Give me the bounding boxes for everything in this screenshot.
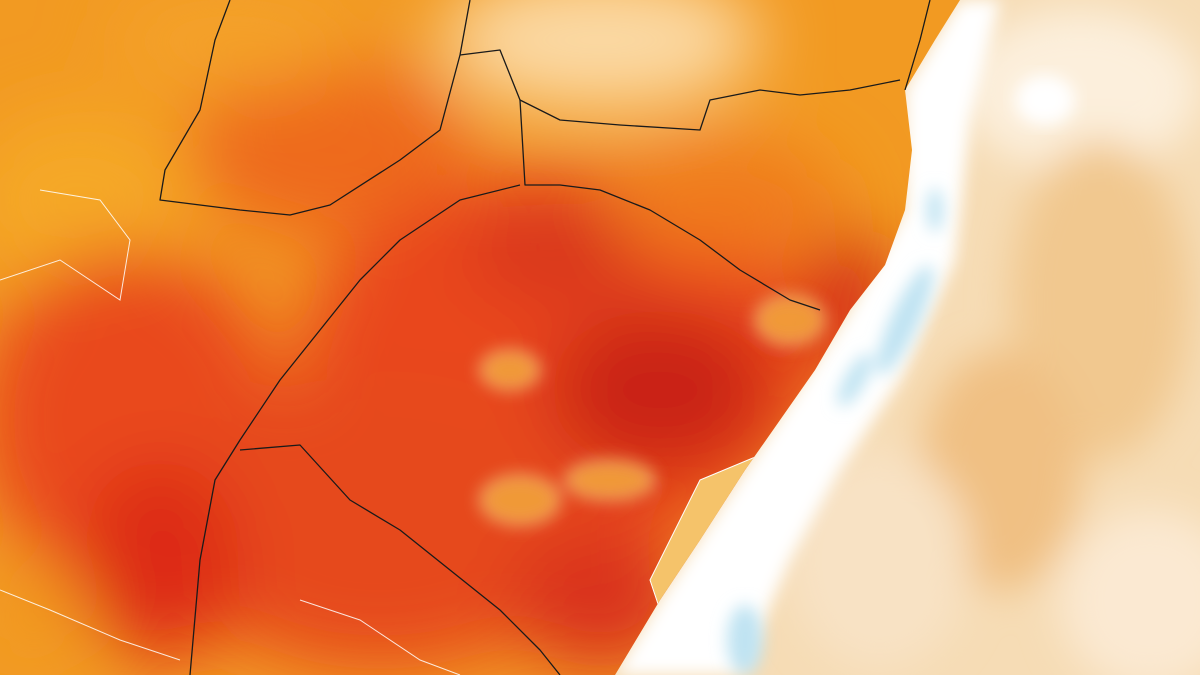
land (0, 0, 960, 675)
cool-patches (727, 188, 943, 675)
ocean-light-spot (1015, 75, 1075, 125)
contours (0, 189, 461, 675)
borders (159, 0, 931, 675)
ocean-shading (790, 10, 1200, 675)
coastal-cool-strip (615, 0, 1000, 675)
